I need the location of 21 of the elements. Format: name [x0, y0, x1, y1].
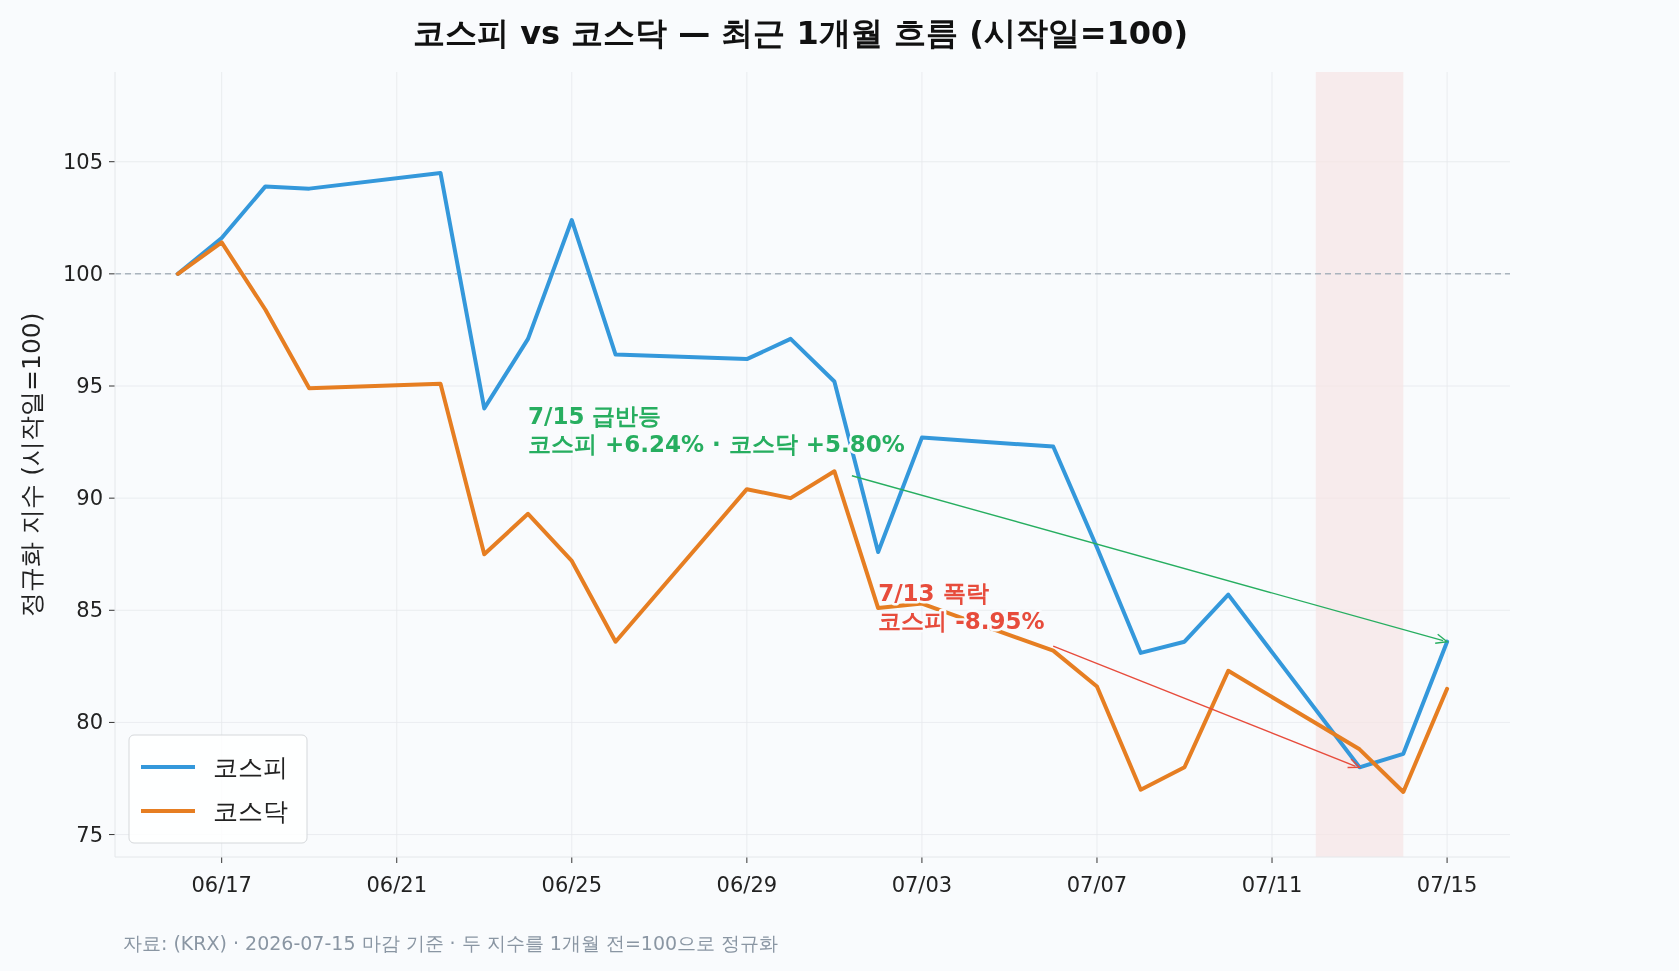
- line-series: [175, 240, 1450, 794]
- x-tick-label: 07/15: [1416, 873, 1478, 897]
- y-tick-label: 80: [76, 710, 103, 735]
- text: 자료: (KRX) · 2026-07-15 마감 기준 · 두 지수를 1개월 전=100으로 정규화: [123, 932, 779, 954]
- x-tick-label: 06/25: [541, 873, 603, 897]
- y-tick-label: 100: [62, 261, 103, 286]
- legend-label: 코스피: [213, 753, 288, 782]
- x-tick-label: 07/07: [1066, 873, 1128, 897]
- x-tick-label: 06/17: [191, 873, 252, 897]
- y-tick-label: 95: [76, 374, 103, 398]
- x-tick-label: 07/11: [1241, 873, 1303, 897]
- y-tick-label: 105: [62, 149, 103, 174]
- x-tick-label: 06/21: [366, 873, 427, 897]
- y-axis-title: 정규화 지수 (시작일=100): [17, 312, 46, 617]
- x-tick-label: 06/29: [716, 873, 778, 897]
- legend-label: 코스닥: [213, 797, 288, 826]
- y-tick-label: 75: [76, 822, 103, 847]
- y-tick-label: 85: [76, 598, 103, 623]
- x-tick-label: 07/03: [891, 873, 953, 897]
- chart-title: 코스피 vs 코스닥 — 최근 1개월 흐름 (시작일=100): [412, 14, 1189, 52]
- y-tick-label: 90: [76, 486, 103, 511]
